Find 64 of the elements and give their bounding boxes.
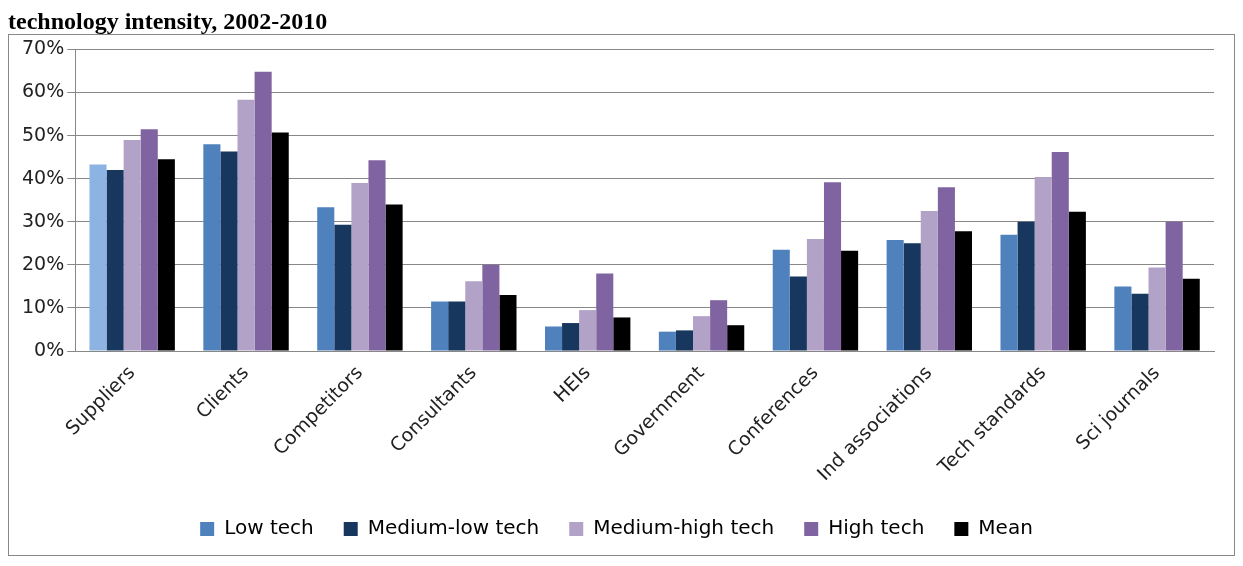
bar [1165, 221, 1183, 351]
bar [789, 276, 807, 351]
bar [613, 317, 631, 351]
bar [220, 151, 238, 351]
y-tick-label: 20% [22, 251, 65, 274]
bar [596, 273, 614, 351]
bar [954, 231, 973, 351]
legend-label: Mean [978, 515, 1033, 540]
bar [482, 264, 500, 351]
bar [658, 331, 676, 351]
bar [675, 330, 694, 351]
chart-title: technology intensity, 2002-2010 [8, 8, 329, 34]
bar [841, 250, 859, 351]
bar [448, 301, 466, 351]
bar [1000, 234, 1018, 351]
bar [334, 224, 352, 351]
bar [1068, 211, 1086, 351]
bar [157, 159, 175, 351]
bar [693, 316, 711, 351]
bar [203, 144, 221, 351]
bar [727, 325, 745, 351]
bar [1114, 286, 1132, 351]
bar [271, 132, 289, 351]
bar [106, 170, 124, 351]
bar [886, 239, 904, 351]
bar [1034, 176, 1052, 351]
legend-label: High tech [828, 515, 925, 540]
bar [385, 204, 403, 351]
bar [920, 211, 938, 351]
bar [937, 187, 955, 351]
bar [1017, 221, 1035, 351]
bar [254, 71, 272, 351]
y-tick-label: 60% [22, 79, 65, 102]
bar [368, 160, 386, 351]
bar [806, 239, 824, 351]
bar [123, 139, 141, 351]
bar [431, 301, 449, 351]
legend-label: Medium-low tech [367, 515, 540, 540]
y-tick-label: 40% [22, 165, 65, 188]
bar [562, 323, 580, 351]
bar [1148, 267, 1166, 351]
bar [710, 300, 728, 351]
bar [903, 243, 921, 351]
bar [544, 326, 563, 351]
bar [317, 207, 335, 351]
y-tick-label: 10% [22, 294, 65, 317]
bar [772, 249, 790, 351]
legend-label: Low tech [224, 515, 314, 540]
bar [351, 182, 369, 351]
bar [237, 99, 255, 351]
y-tick-label: 70% [22, 36, 65, 59]
bar [1051, 151, 1069, 351]
bar [465, 281, 483, 351]
y-tick-label: 30% [22, 208, 65, 231]
bar [140, 129, 158, 351]
y-tick-label: 0% [34, 338, 65, 360]
bar [89, 164, 107, 351]
bar [1131, 293, 1149, 351]
legend-label: Medium-high tech [593, 515, 775, 540]
bar [499, 295, 517, 351]
bar [1182, 278, 1200, 351]
y-tick-label: 50% [22, 122, 65, 145]
bar [579, 310, 597, 351]
bar [823, 182, 842, 351]
